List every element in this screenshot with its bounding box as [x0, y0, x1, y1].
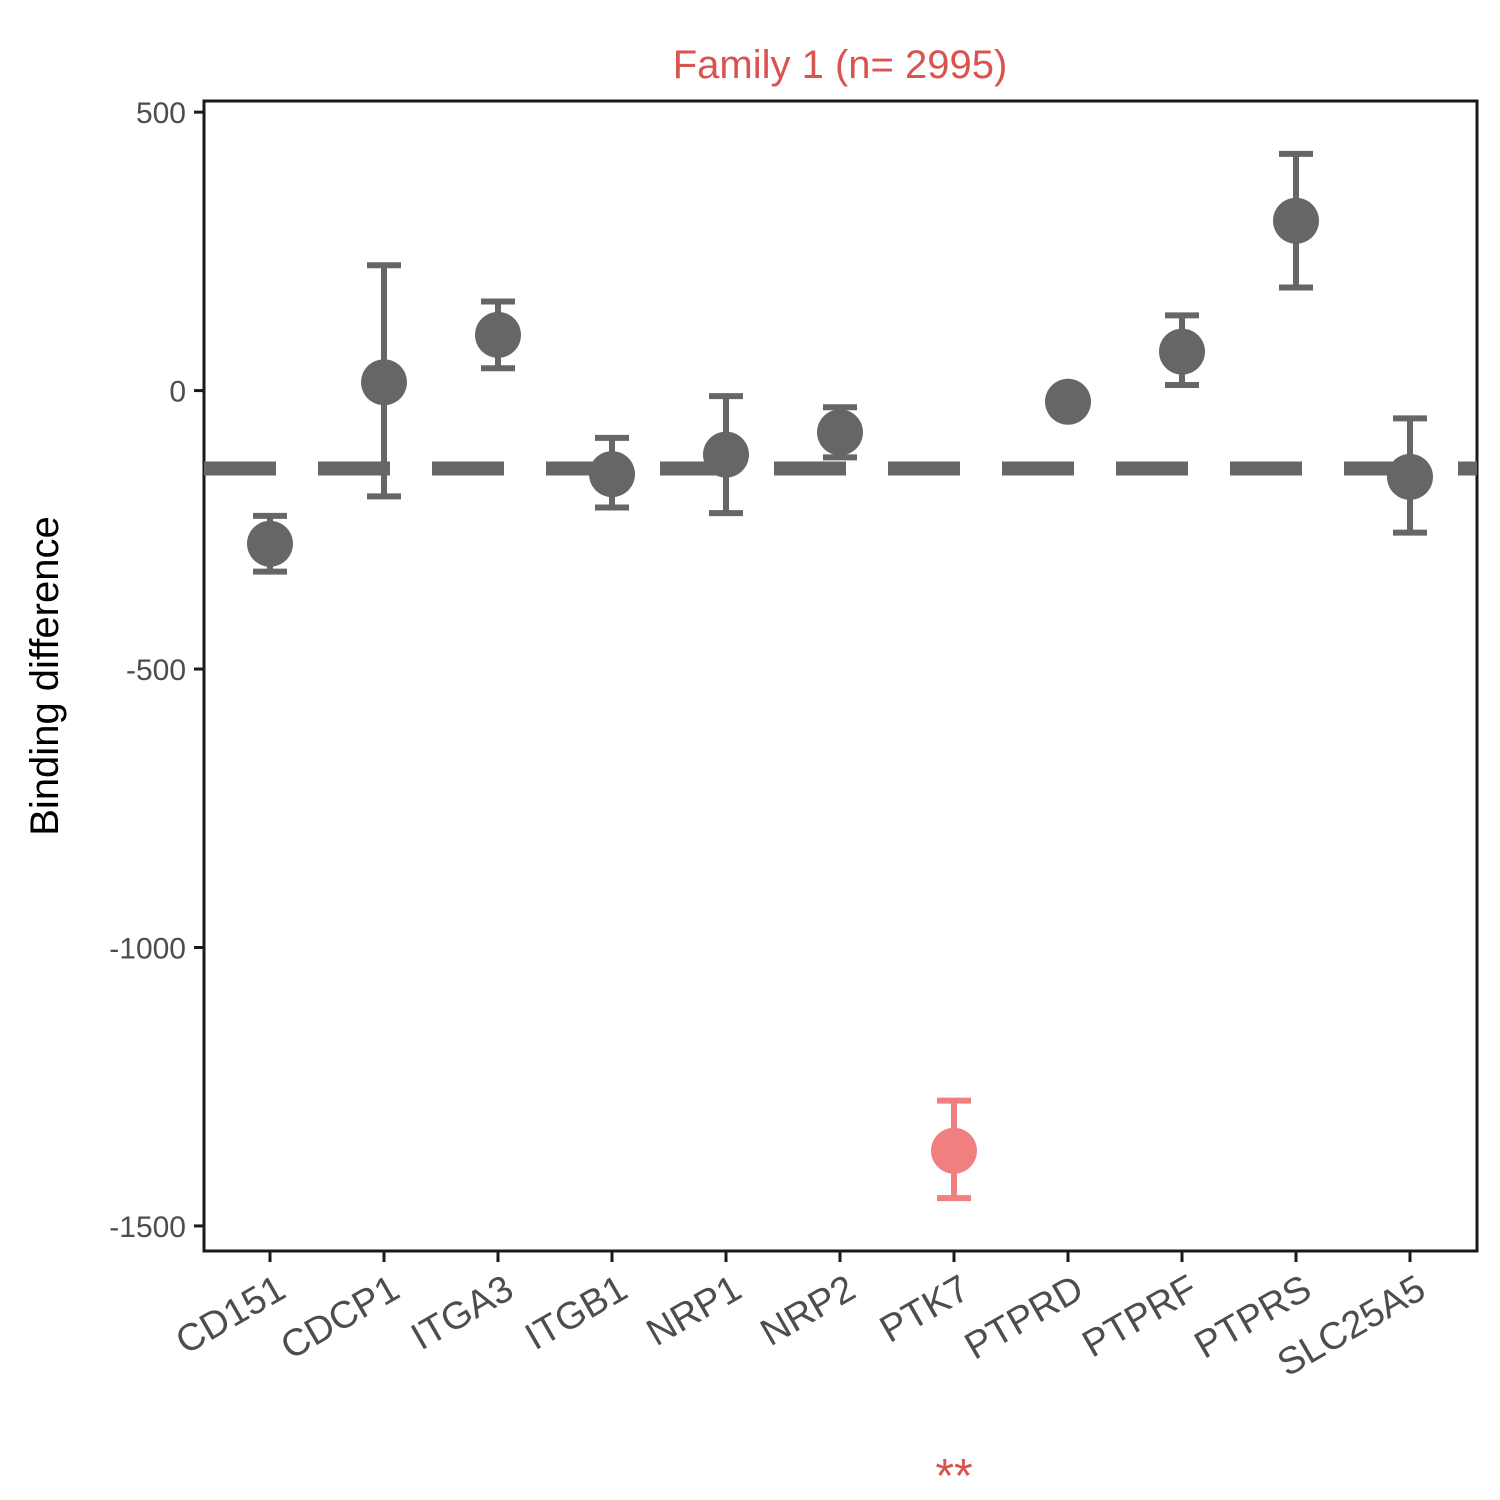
- y-tick-label: -500: [126, 654, 186, 687]
- data-point: [1273, 197, 1319, 244]
- data-point: [1387, 453, 1433, 500]
- data-point: [475, 311, 521, 358]
- x-tick-label: CDCP1: [274, 1267, 407, 1368]
- data-point: [1159, 328, 1205, 375]
- data-point: [361, 359, 407, 406]
- chart-title: Family 1 (n= 2995): [673, 43, 1008, 87]
- data-point: [703, 431, 749, 478]
- x-tick-label: PTPRF: [1076, 1267, 1205, 1366]
- x-tick-label: CD151: [169, 1267, 292, 1363]
- data-point: [1045, 378, 1091, 425]
- y-tick-label: 500: [136, 97, 186, 130]
- data-point: [817, 409, 863, 456]
- data-point: [247, 520, 293, 567]
- y-axis-label: Binding difference: [23, 516, 67, 836]
- x-tick-label: NRP1: [640, 1267, 749, 1354]
- significance-annotation: **: [935, 1450, 972, 1500]
- y-tick-label: 0: [169, 376, 186, 409]
- y-axis: 500 0 -500 -1000 -1500: [109, 97, 204, 1244]
- y-tick-label: -1500: [109, 1211, 186, 1244]
- x-tick-label: NRP2: [754, 1267, 863, 1354]
- x-tick-label: ITGB1: [518, 1267, 634, 1358]
- y-tick-label: -1000: [109, 932, 186, 965]
- data-marks: [247, 150, 1433, 1202]
- x-tick-label: PTPRD: [958, 1267, 1091, 1368]
- data-point: [589, 451, 635, 498]
- x-tick-label: ITGA3: [404, 1267, 520, 1358]
- plot-panel: [202, 99, 1479, 1253]
- data-point: [931, 1127, 977, 1174]
